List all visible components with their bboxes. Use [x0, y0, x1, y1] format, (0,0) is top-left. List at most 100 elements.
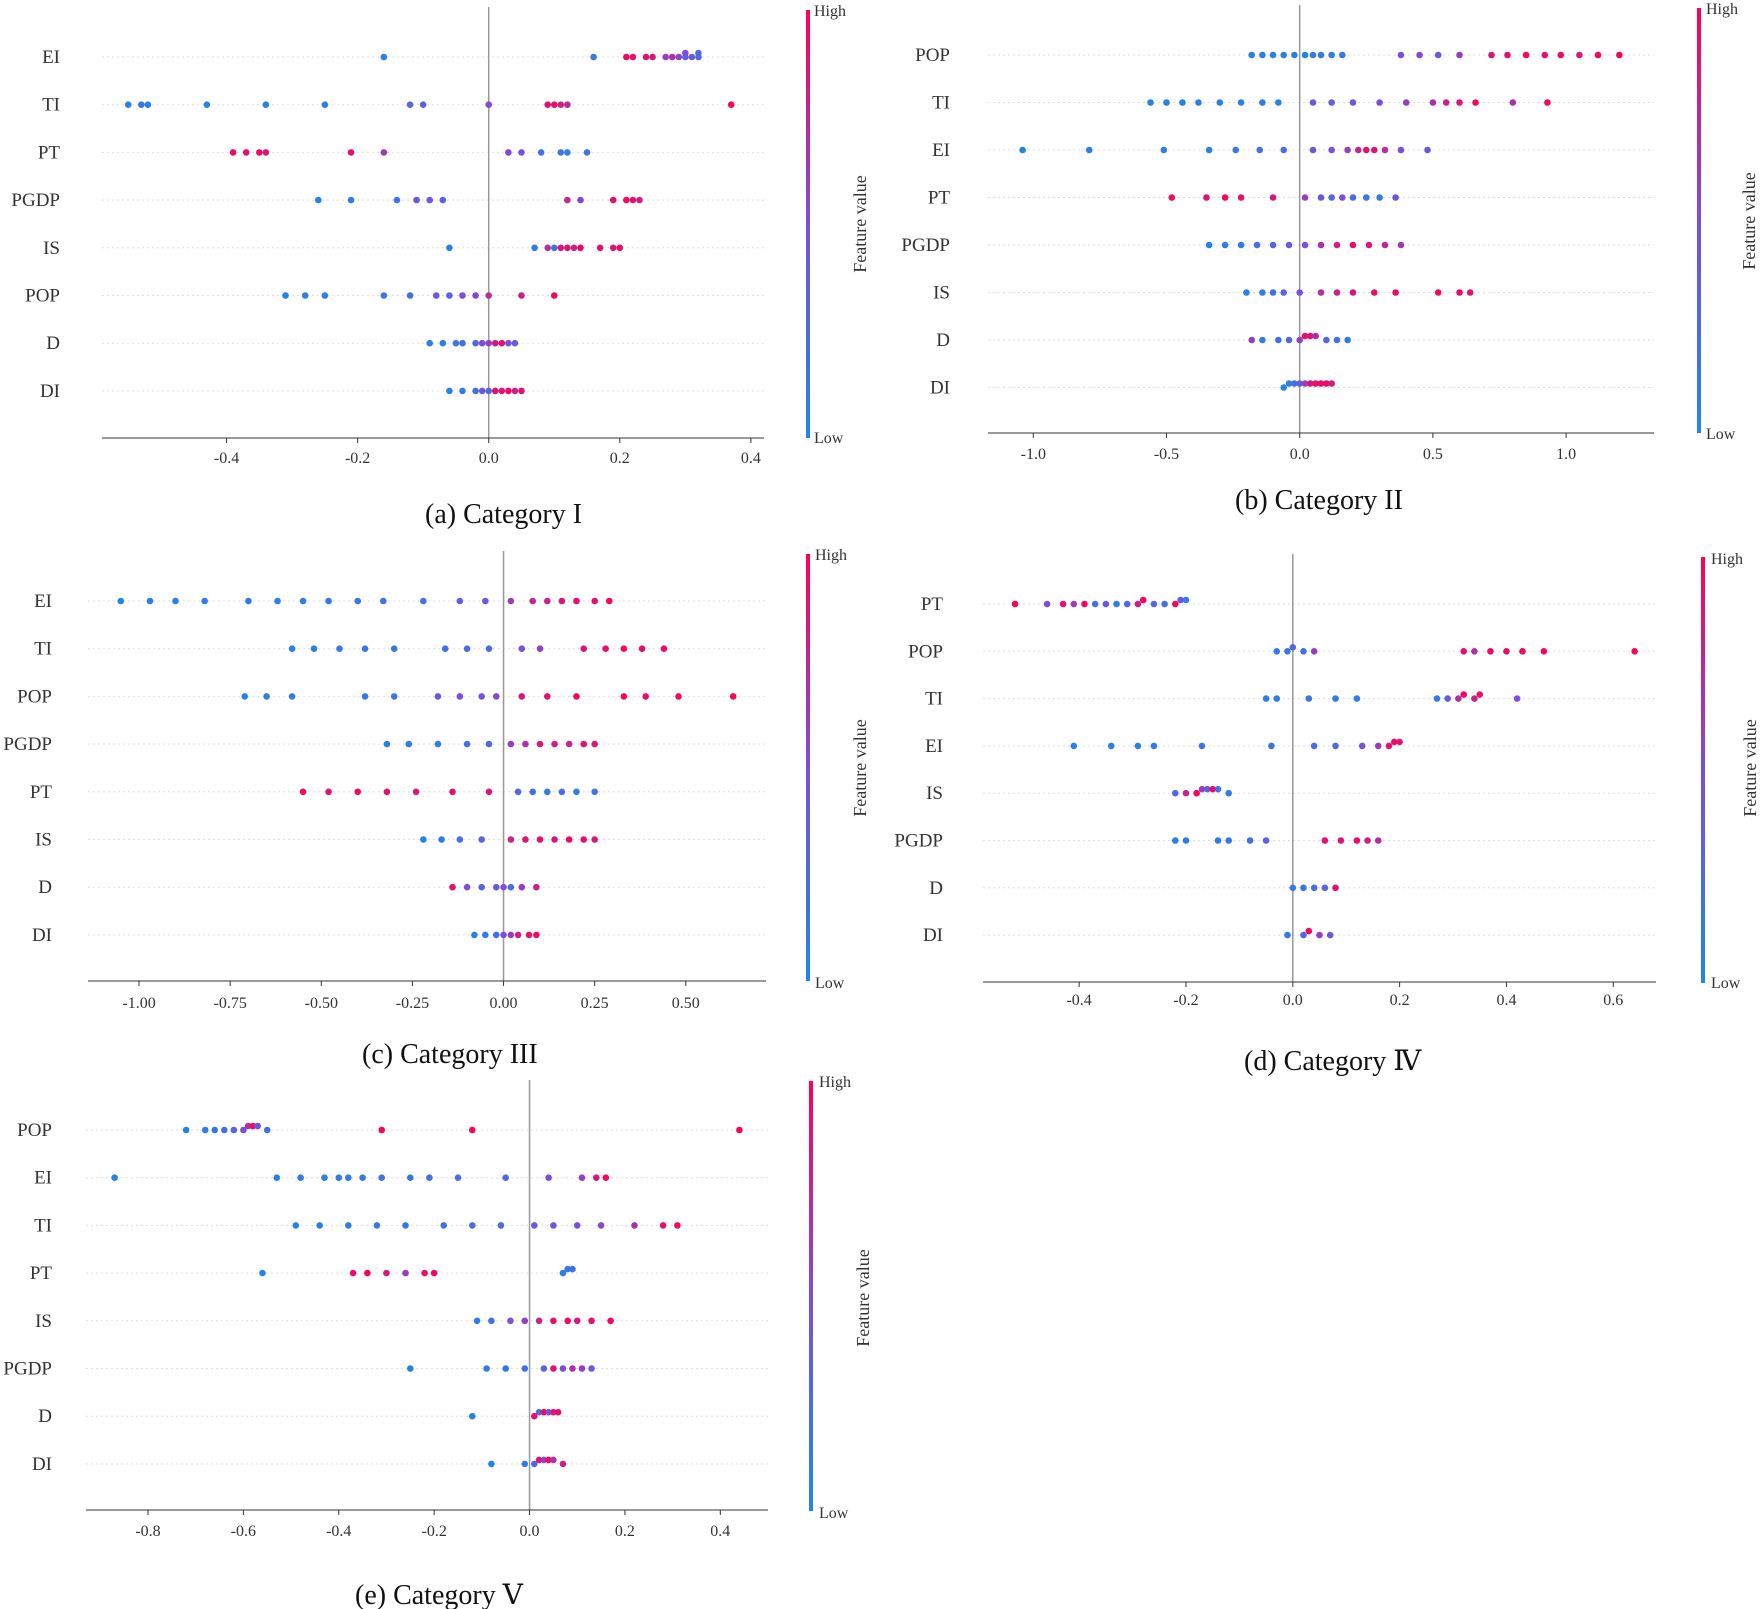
panel-e-x-tick-label: 0.2	[615, 1523, 635, 1540]
panel-b-point-pop	[1309, 51, 1317, 59]
panel-e-point-ei	[426, 1174, 433, 1181]
panel-c-point-ti	[463, 645, 471, 652]
panel-e-point-ei	[111, 1174, 118, 1181]
panel-a-feature-label-ti: TI	[42, 95, 60, 116]
panel-d-feature-label-pop: POP	[908, 641, 943, 662]
panel-b-point-ei	[1085, 146, 1093, 154]
panel-c-point-d	[463, 883, 471, 891]
panel-b-point-d	[1333, 336, 1341, 344]
panel-a-point-di	[518, 387, 525, 395]
panel-b-point-ti	[1456, 99, 1463, 106]
panel-d-point-pt	[1139, 596, 1147, 604]
panel-b-point-pop	[1416, 51, 1423, 59]
panel-b-point-ti	[1349, 99, 1357, 106]
panel-a-feature-label-pt: PT	[38, 142, 61, 163]
panel-e-point-pop	[263, 1126, 271, 1134]
panel-d-point-ei	[1268, 742, 1275, 750]
panel-d-point-pop	[1540, 648, 1548, 655]
panel-d-feature-label-ei: EI	[925, 736, 943, 757]
panel-a-point-pop	[446, 292, 453, 299]
panel-b-point-di	[1328, 380, 1335, 387]
panel-a-point-ti	[262, 101, 270, 108]
panel-d-point-ei	[1358, 742, 1366, 750]
panel-e-point-pt	[559, 1269, 567, 1277]
panel-b-point-ti	[1147, 99, 1154, 106]
panel-c-point-ei	[543, 597, 551, 605]
panel-a-point-ei	[380, 53, 388, 61]
panel-d-point-pgdp	[1374, 837, 1382, 844]
panel-a-point-d	[511, 339, 519, 347]
panel-c-point-is	[565, 836, 573, 843]
panel-b-plot: POP TI EI PT PGDP IS D DI -1.0 -0.5 0.0 0.5 1.0	[901, 5, 1654, 463]
panel-e-point-d	[540, 1408, 548, 1416]
panel-b-point-ei	[1232, 146, 1240, 154]
panel-c-point-di	[492, 931, 500, 939]
panel-b-point-ti	[1275, 99, 1282, 106]
panel-d-point-ei	[1070, 742, 1078, 750]
panel-d-point-ei	[1107, 742, 1115, 750]
panel-c-x-tick-label: -0.50	[305, 995, 338, 1012]
panel-b-point-pop	[1456, 51, 1463, 59]
panel-a-point-di	[478, 387, 486, 395]
panel-c-point-pgdp	[536, 740, 544, 748]
panel-d-point-is	[1182, 789, 1190, 797]
panel-b-point-ei	[1424, 146, 1431, 154]
panel-b-point-pgdp	[1285, 241, 1293, 249]
panel-a-point-ti	[550, 101, 558, 108]
panel-b-point-ei	[1381, 146, 1389, 154]
panel-e-point-ti	[659, 1222, 667, 1229]
panel-a-point-ti	[124, 101, 132, 108]
panel-e-point-pop	[244, 1122, 252, 1130]
panel-b-feature-label-pgdp: PGDP	[901, 235, 950, 256]
panel-b-point-d	[1312, 332, 1319, 340]
panel-d-feature-label-is: IS	[926, 783, 943, 804]
panel-d-point-pgdp	[1353, 837, 1361, 844]
panel-b-point-ei	[1019, 146, 1026, 154]
panel-d-x-tick-label: 0.6	[1603, 992, 1623, 1009]
panel-a-point-pgdp	[439, 196, 447, 204]
panel-d-point-pgdp	[1337, 837, 1345, 844]
panel-c-feature-label-is: IS	[35, 830, 52, 851]
panel-a-point-pt	[262, 149, 270, 156]
panel-a-point-pop	[406, 292, 414, 299]
panel-a-point-pop	[459, 292, 466, 299]
panel-e-point-pop	[378, 1126, 385, 1134]
panel-b-point-pop	[1557, 51, 1565, 59]
panel-a-point-is	[531, 244, 538, 252]
panel-e-feature-label-pgdp: PGDP	[3, 1359, 52, 1380]
panel-c-point-ei	[529, 597, 537, 605]
panel-c-point-ei	[201, 597, 208, 605]
panel-e-point-pop	[182, 1126, 190, 1134]
panel-b-point-pgdp	[1221, 241, 1229, 249]
panel-c-point-pgdp	[405, 740, 413, 748]
panel-d-point-pt	[1102, 600, 1110, 608]
panel-e-x-tick-label: -0.4	[326, 1523, 351, 1540]
panel-b-point-pop	[1259, 51, 1266, 59]
panel-b-point-pop	[1328, 51, 1335, 59]
panel-b-feature-label-ei: EI	[932, 140, 950, 161]
panel-d-point-pt	[1171, 600, 1179, 608]
panel-c-feature-label-pgdp: PGDP	[3, 734, 52, 755]
panel-e-caption: (e) Category Ⅴ	[355, 1580, 524, 1609]
panel-d-point-pop	[1310, 648, 1318, 655]
panel-c-point-is	[551, 836, 558, 843]
panel-b-point-is	[1370, 289, 1378, 296]
panel-b-point-pop	[1317, 51, 1325, 59]
panel-a-caption: (a) Category I	[425, 499, 582, 530]
panel-b-point-di	[1285, 380, 1293, 387]
panel-b-point-is	[1280, 289, 1288, 296]
panel-d-x-tick-label: -0.4	[1066, 992, 1091, 1009]
panel-d-point-pt	[1059, 600, 1067, 608]
panel-a-point-d	[459, 339, 466, 347]
panel-d-point-d	[1310, 884, 1318, 892]
panel-d-point-pt	[1123, 600, 1131, 608]
panel-e-point-ei	[345, 1174, 352, 1181]
panel-d-point-ti	[1476, 691, 1484, 698]
panel-e-point-is	[507, 1317, 514, 1325]
panel-d-point-pop	[1471, 648, 1478, 655]
panel-b-point-pop	[1339, 51, 1346, 59]
panel-c-point-ti	[361, 645, 369, 652]
panel-c-point-pop	[675, 693, 682, 700]
panel-c-point-is	[522, 836, 529, 843]
panel-b-point-is	[1333, 289, 1341, 296]
